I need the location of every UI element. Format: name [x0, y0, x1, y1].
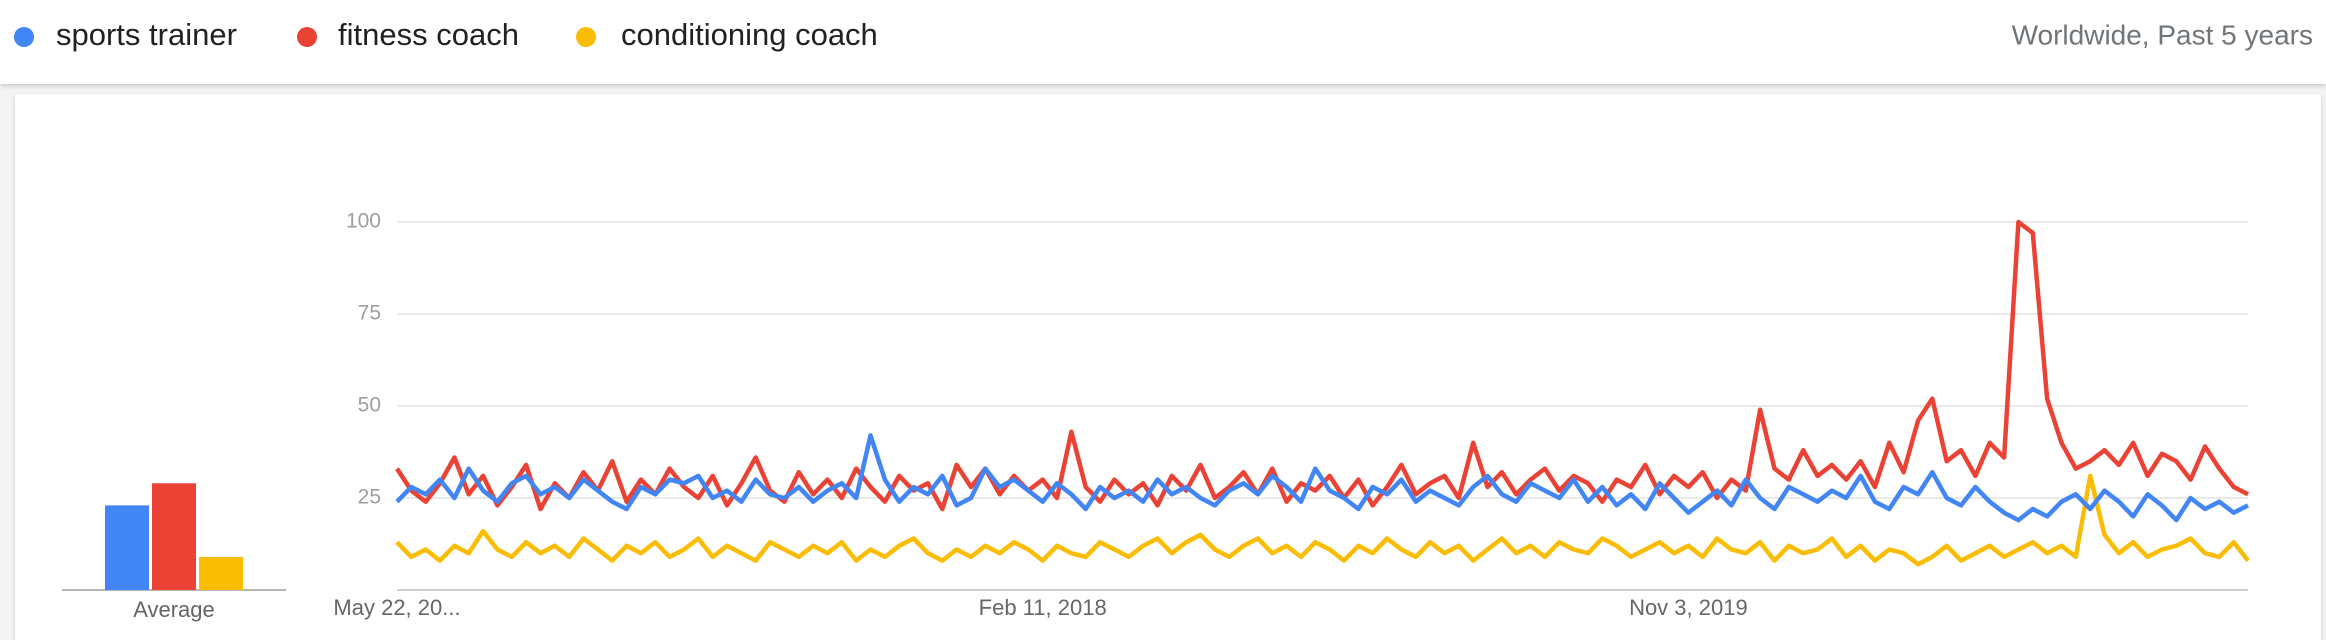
legend-label[interactable]: sports trainer	[56, 17, 237, 52]
y-tick-label: 100	[346, 210, 381, 233]
y-tick-label: 75	[358, 302, 381, 325]
legend-label[interactable]: fitness coach	[338, 17, 519, 52]
series-line	[395, 433, 2250, 523]
bar-label: Average	[133, 597, 215, 622]
legend-dot	[14, 27, 34, 47]
x-tick-label: Nov 3, 2019	[1629, 595, 1748, 620]
chart-card	[15, 94, 2321, 640]
average-bar	[152, 483, 196, 590]
region-period[interactable]: Worldwide, Past 5 years	[2012, 19, 2313, 50]
legend: sports trainer fitness coach conditioning …	[14, 17, 878, 52]
y-tick-label: 50	[358, 394, 381, 417]
average-bar	[105, 505, 149, 590]
legend-dot	[297, 27, 317, 47]
legend-label[interactable]: conditioning coach	[621, 17, 878, 52]
header-bar	[0, 0, 2326, 84]
plot: Average 25 50 75 100 May 22, 20... Feb 11, 201…	[62, 210, 2250, 622]
x-tick-label: May 22, 20...	[333, 595, 460, 620]
legend-dot	[576, 27, 596, 47]
y-tick-label: 25	[358, 486, 381, 509]
series-line	[395, 473, 2250, 567]
average-bar	[199, 556, 243, 590]
x-tick-label: Feb 11, 2018	[979, 595, 1107, 620]
